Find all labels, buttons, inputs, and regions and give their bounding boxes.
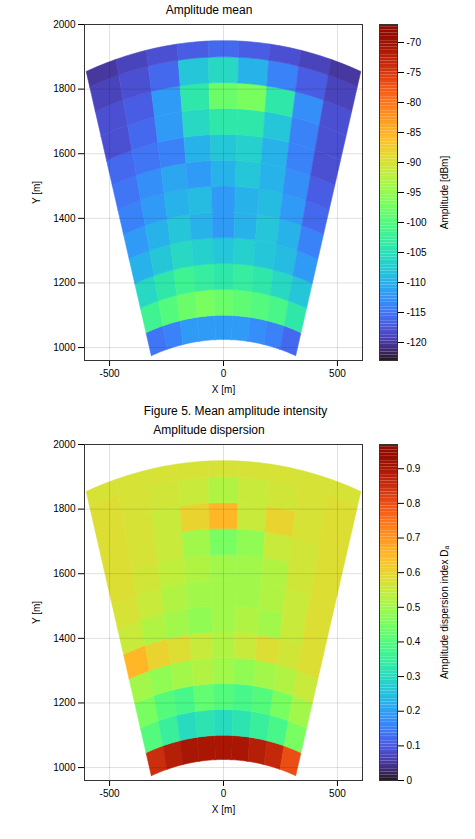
svg-text:-110: -110 — [407, 277, 427, 288]
svg-text:Y [m]: Y [m] — [31, 601, 42, 624]
svg-text:-500: -500 — [100, 788, 120, 799]
svg-text:0.3: 0.3 — [407, 671, 421, 682]
svg-text:0.1: 0.1 — [407, 740, 421, 751]
svg-text:1200: 1200 — [53, 697, 76, 708]
svg-text:1400: 1400 — [53, 633, 76, 644]
html-text:Figure 5. Mean amplitude inten: Figure 5. Mean amplitude intensity — [143, 404, 328, 418]
svg-text:1600: 1600 — [53, 568, 76, 579]
svg-text:-105: -105 — [407, 247, 427, 258]
svg-text:1400: 1400 — [53, 213, 76, 224]
svg-text:1200: 1200 — [53, 277, 76, 288]
svg-text:1800: 1800 — [53, 503, 76, 514]
html-text:Amplitude mean: Amplitude mean — [165, 3, 253, 17]
svg-text:Amplitude dispersion index Dₐ: Amplitude dispersion index Dₐ — [439, 546, 450, 680]
svg-text:-85: -85 — [407, 127, 422, 138]
svg-text:0: 0 — [221, 368, 227, 379]
svg-text:1000: 1000 — [53, 762, 76, 773]
svg-text:-90: -90 — [407, 157, 422, 168]
svg-text:0.7: 0.7 — [407, 532, 421, 543]
svg-text:1800: 1800 — [53, 83, 76, 94]
svg-text:500: 500 — [329, 788, 346, 799]
svg-text:-100: -100 — [407, 217, 427, 228]
svg-text:0.9: 0.9 — [407, 463, 421, 474]
svg-text:0: 0 — [407, 775, 413, 786]
svg-text:X [m]: X [m] — [212, 384, 236, 395]
svg-text:2000: 2000 — [53, 19, 76, 30]
svg-text:0: 0 — [221, 788, 227, 799]
html-text:Amplitude dispersion: Amplitude dispersion — [153, 423, 265, 437]
svg-text:0.8: 0.8 — [407, 498, 421, 509]
svg-text:0.2: 0.2 — [407, 705, 421, 716]
svg-text:-115: -115 — [407, 307, 427, 318]
svg-text:-500: -500 — [100, 368, 120, 379]
svg-text:-95: -95 — [407, 187, 422, 198]
svg-text:-80: -80 — [407, 97, 422, 108]
svg-text:-75: -75 — [407, 67, 422, 78]
svg-text:0.6: 0.6 — [407, 567, 421, 578]
svg-text:0.5: 0.5 — [407, 602, 421, 613]
svg-text:Y [m]: Y [m] — [31, 181, 42, 204]
svg-text:0.4: 0.4 — [407, 636, 421, 647]
svg-text:Amplitude [dBm]: Amplitude [dBm] — [439, 156, 450, 230]
svg-text:2000: 2000 — [53, 439, 76, 450]
svg-text:X [m]: X [m] — [212, 804, 236, 815]
svg-text:1000: 1000 — [53, 342, 76, 353]
svg-text:-70: -70 — [407, 37, 422, 48]
svg-text:1600: 1600 — [53, 148, 76, 159]
svg-text:500: 500 — [329, 368, 346, 379]
svg-text:-120: -120 — [407, 337, 427, 348]
